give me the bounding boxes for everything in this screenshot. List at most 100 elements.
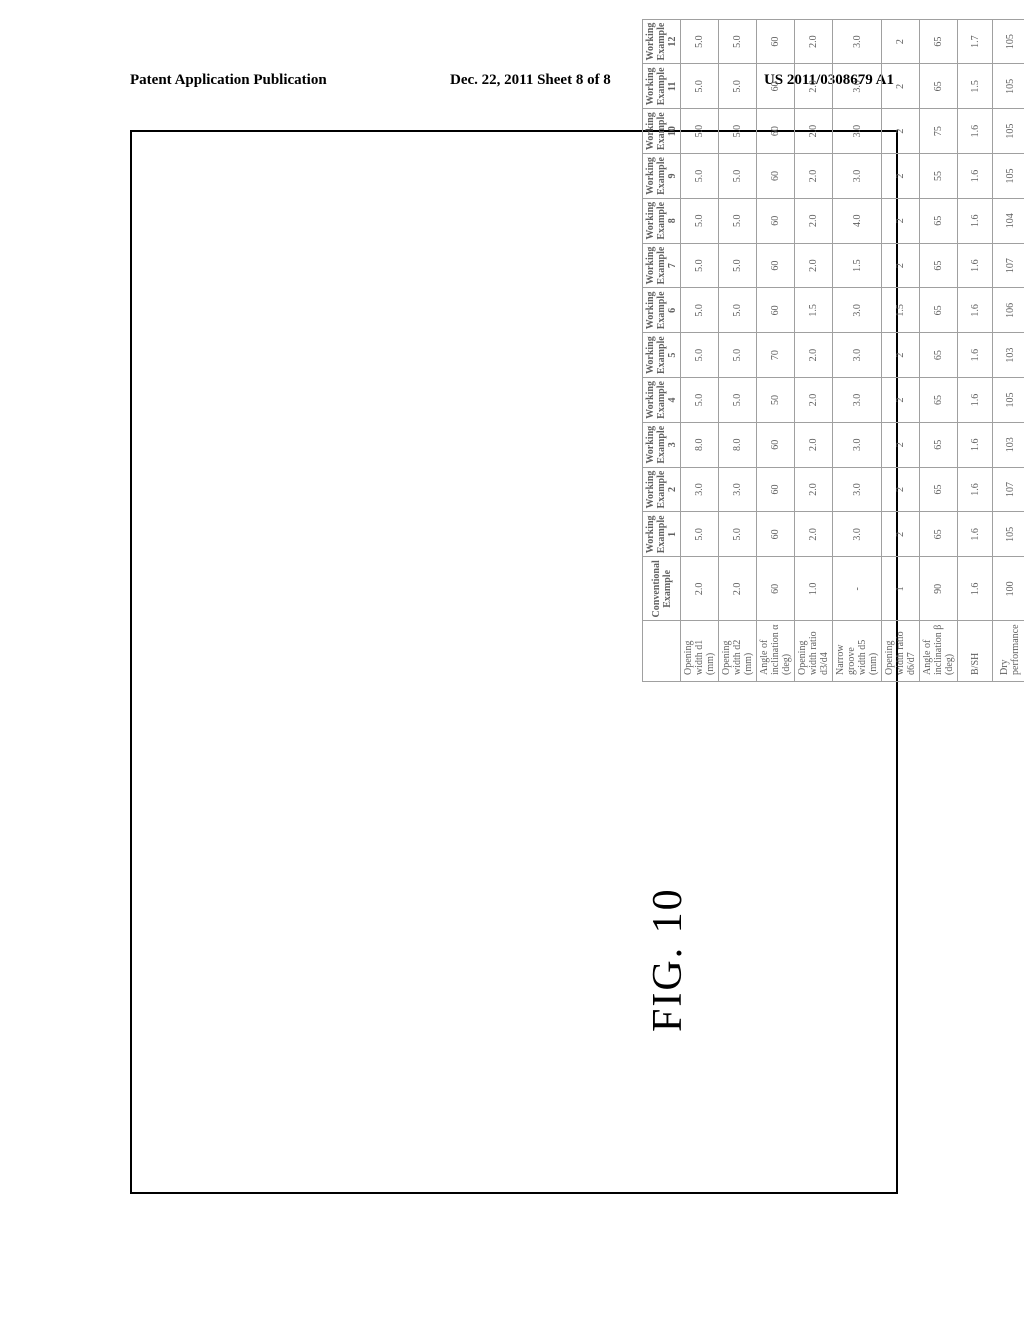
table-cell: 5.0 [681, 109, 719, 154]
table-cell: 3.0 [833, 19, 882, 64]
column-header: Conventional Example [643, 557, 681, 621]
table-cell: 2.0 [795, 378, 833, 423]
table-cell: 1 [882, 557, 920, 621]
table-cell: 3.0 [833, 288, 882, 333]
table-cell: 103 [993, 422, 1024, 467]
table-corner [643, 621, 681, 682]
table-cell: 60 [757, 64, 795, 109]
table-cell: 3.0 [833, 467, 882, 512]
table-cell: 103 [993, 333, 1024, 378]
table-cell: 65 [920, 378, 958, 423]
table-cell: 2 [882, 154, 920, 199]
table-cell: 4.0 [833, 198, 882, 243]
table-cell: 1.6 [958, 243, 993, 288]
table-cell: 5.0 [719, 64, 757, 109]
table-cell: 5.0 [681, 333, 719, 378]
header-left: Patent Application Publication [130, 72, 327, 89]
table-cell: 5.0 [681, 512, 719, 557]
table-cell: 3.0 [833, 64, 882, 109]
table-cell: 65 [920, 467, 958, 512]
table-row: Angle of inclination α (deg)606060605070… [757, 19, 795, 681]
table-cell: 65 [920, 64, 958, 109]
table-cell: 70 [757, 333, 795, 378]
row-label: Opening width ratio d3/d4 [795, 621, 833, 682]
table-cell: 60 [757, 198, 795, 243]
table-cell: 2 [882, 378, 920, 423]
table-cell: 105 [993, 64, 1024, 109]
table-cell: 2 [882, 198, 920, 243]
table-cell: 3.0 [719, 467, 757, 512]
column-header: Working Example 5 [643, 333, 681, 378]
column-header: Working Example 6 [643, 288, 681, 333]
row-label: Narrow groove width d5 (mm) [833, 621, 882, 682]
table-cell: 2 [882, 19, 920, 64]
row-label: Dry performance [993, 621, 1024, 682]
table-row: Angle of inclination β (deg)906565656565… [920, 19, 958, 681]
table-cell: 65 [920, 19, 958, 64]
table-cell: 5.0 [719, 512, 757, 557]
column-header: Working Example 3 [643, 422, 681, 467]
table-row: Opening width d1 (mm)2.05.03.08.05.05.05… [681, 19, 719, 681]
table-cell: 5.0 [719, 198, 757, 243]
table-cell: 8.0 [681, 422, 719, 467]
table-cell: 65 [920, 243, 958, 288]
table-header-row: Conventional ExampleWorking Example 1 Wor… [643, 19, 681, 681]
table-cell: 1.7 [958, 19, 993, 64]
table-cell: 105 [993, 109, 1024, 154]
table-cell: 3.0 [833, 422, 882, 467]
table-cell: 3.0 [833, 512, 882, 557]
table-cell: 1.6 [958, 333, 993, 378]
table-cell: 60 [757, 19, 795, 64]
table-cell: 5.0 [681, 243, 719, 288]
header-center: Dec. 22, 2011 Sheet 8 of 8 [450, 72, 611, 89]
table-cell: 60 [757, 288, 795, 333]
table-cell: 1.5 [833, 243, 882, 288]
table-cell: 5.0 [681, 198, 719, 243]
table-cell: 2 [882, 467, 920, 512]
table-cell: 60 [757, 557, 795, 621]
table-cell: 105 [993, 19, 1024, 64]
table-cell: 55 [920, 154, 958, 199]
table-cell: 2 [882, 64, 920, 109]
table-cell: 5.0 [719, 288, 757, 333]
column-header: Working Example 11 [643, 64, 681, 109]
table-cell: 3.0 [833, 333, 882, 378]
table-cell: 1.6 [958, 378, 993, 423]
row-label: Opening width d1 (mm) [681, 621, 719, 682]
sheet-frame: Conventional ExampleWorking Example 1 Wor… [130, 130, 898, 1194]
table-cell: 60 [757, 512, 795, 557]
table-cell: 2.0 [795, 467, 833, 512]
table-cell: 105 [993, 378, 1024, 423]
table-cell: 5.0 [719, 333, 757, 378]
table-cell: 1.5 [958, 64, 993, 109]
table-cell: 65 [920, 422, 958, 467]
table-cell: 5.0 [681, 288, 719, 333]
table-cell: 1.6 [958, 109, 993, 154]
table-cell: 3.0 [833, 154, 882, 199]
table-cell: 105 [993, 154, 1024, 199]
table-cell: 1.5 [882, 288, 920, 333]
data-table: Conventional ExampleWorking Example 1 Wor… [642, 19, 1024, 682]
table-cell: 1.6 [958, 288, 993, 333]
table-cell: 2.0 [719, 557, 757, 621]
table-cell: - [833, 557, 882, 621]
table-cell: 2 [882, 109, 920, 154]
table-cell: 2.0 [795, 333, 833, 378]
table-cell: 2.0 [795, 154, 833, 199]
table-cell: 1.0 [795, 557, 833, 621]
column-header: Working Example 7 [643, 243, 681, 288]
table-cell: 3.0 [833, 378, 882, 423]
table-cell: 1.6 [958, 512, 993, 557]
row-label: Angle of inclination β (deg) [920, 621, 958, 682]
table-cell: 5.0 [719, 154, 757, 199]
table-cell: 60 [757, 243, 795, 288]
table-cell: 2.0 [795, 512, 833, 557]
table-cell: 60 [757, 154, 795, 199]
table-cell: 107 [993, 467, 1024, 512]
column-header: Working Example 1 [643, 512, 681, 557]
table-cell: 2.0 [681, 557, 719, 621]
table-cell: 5.0 [681, 378, 719, 423]
table-cell: 107 [993, 243, 1024, 288]
table-cell: 5.0 [719, 19, 757, 64]
table-cell: 5.0 [681, 64, 719, 109]
